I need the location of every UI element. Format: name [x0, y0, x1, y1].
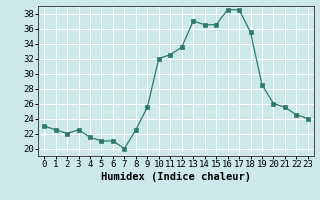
X-axis label: Humidex (Indice chaleur): Humidex (Indice chaleur)	[101, 172, 251, 182]
